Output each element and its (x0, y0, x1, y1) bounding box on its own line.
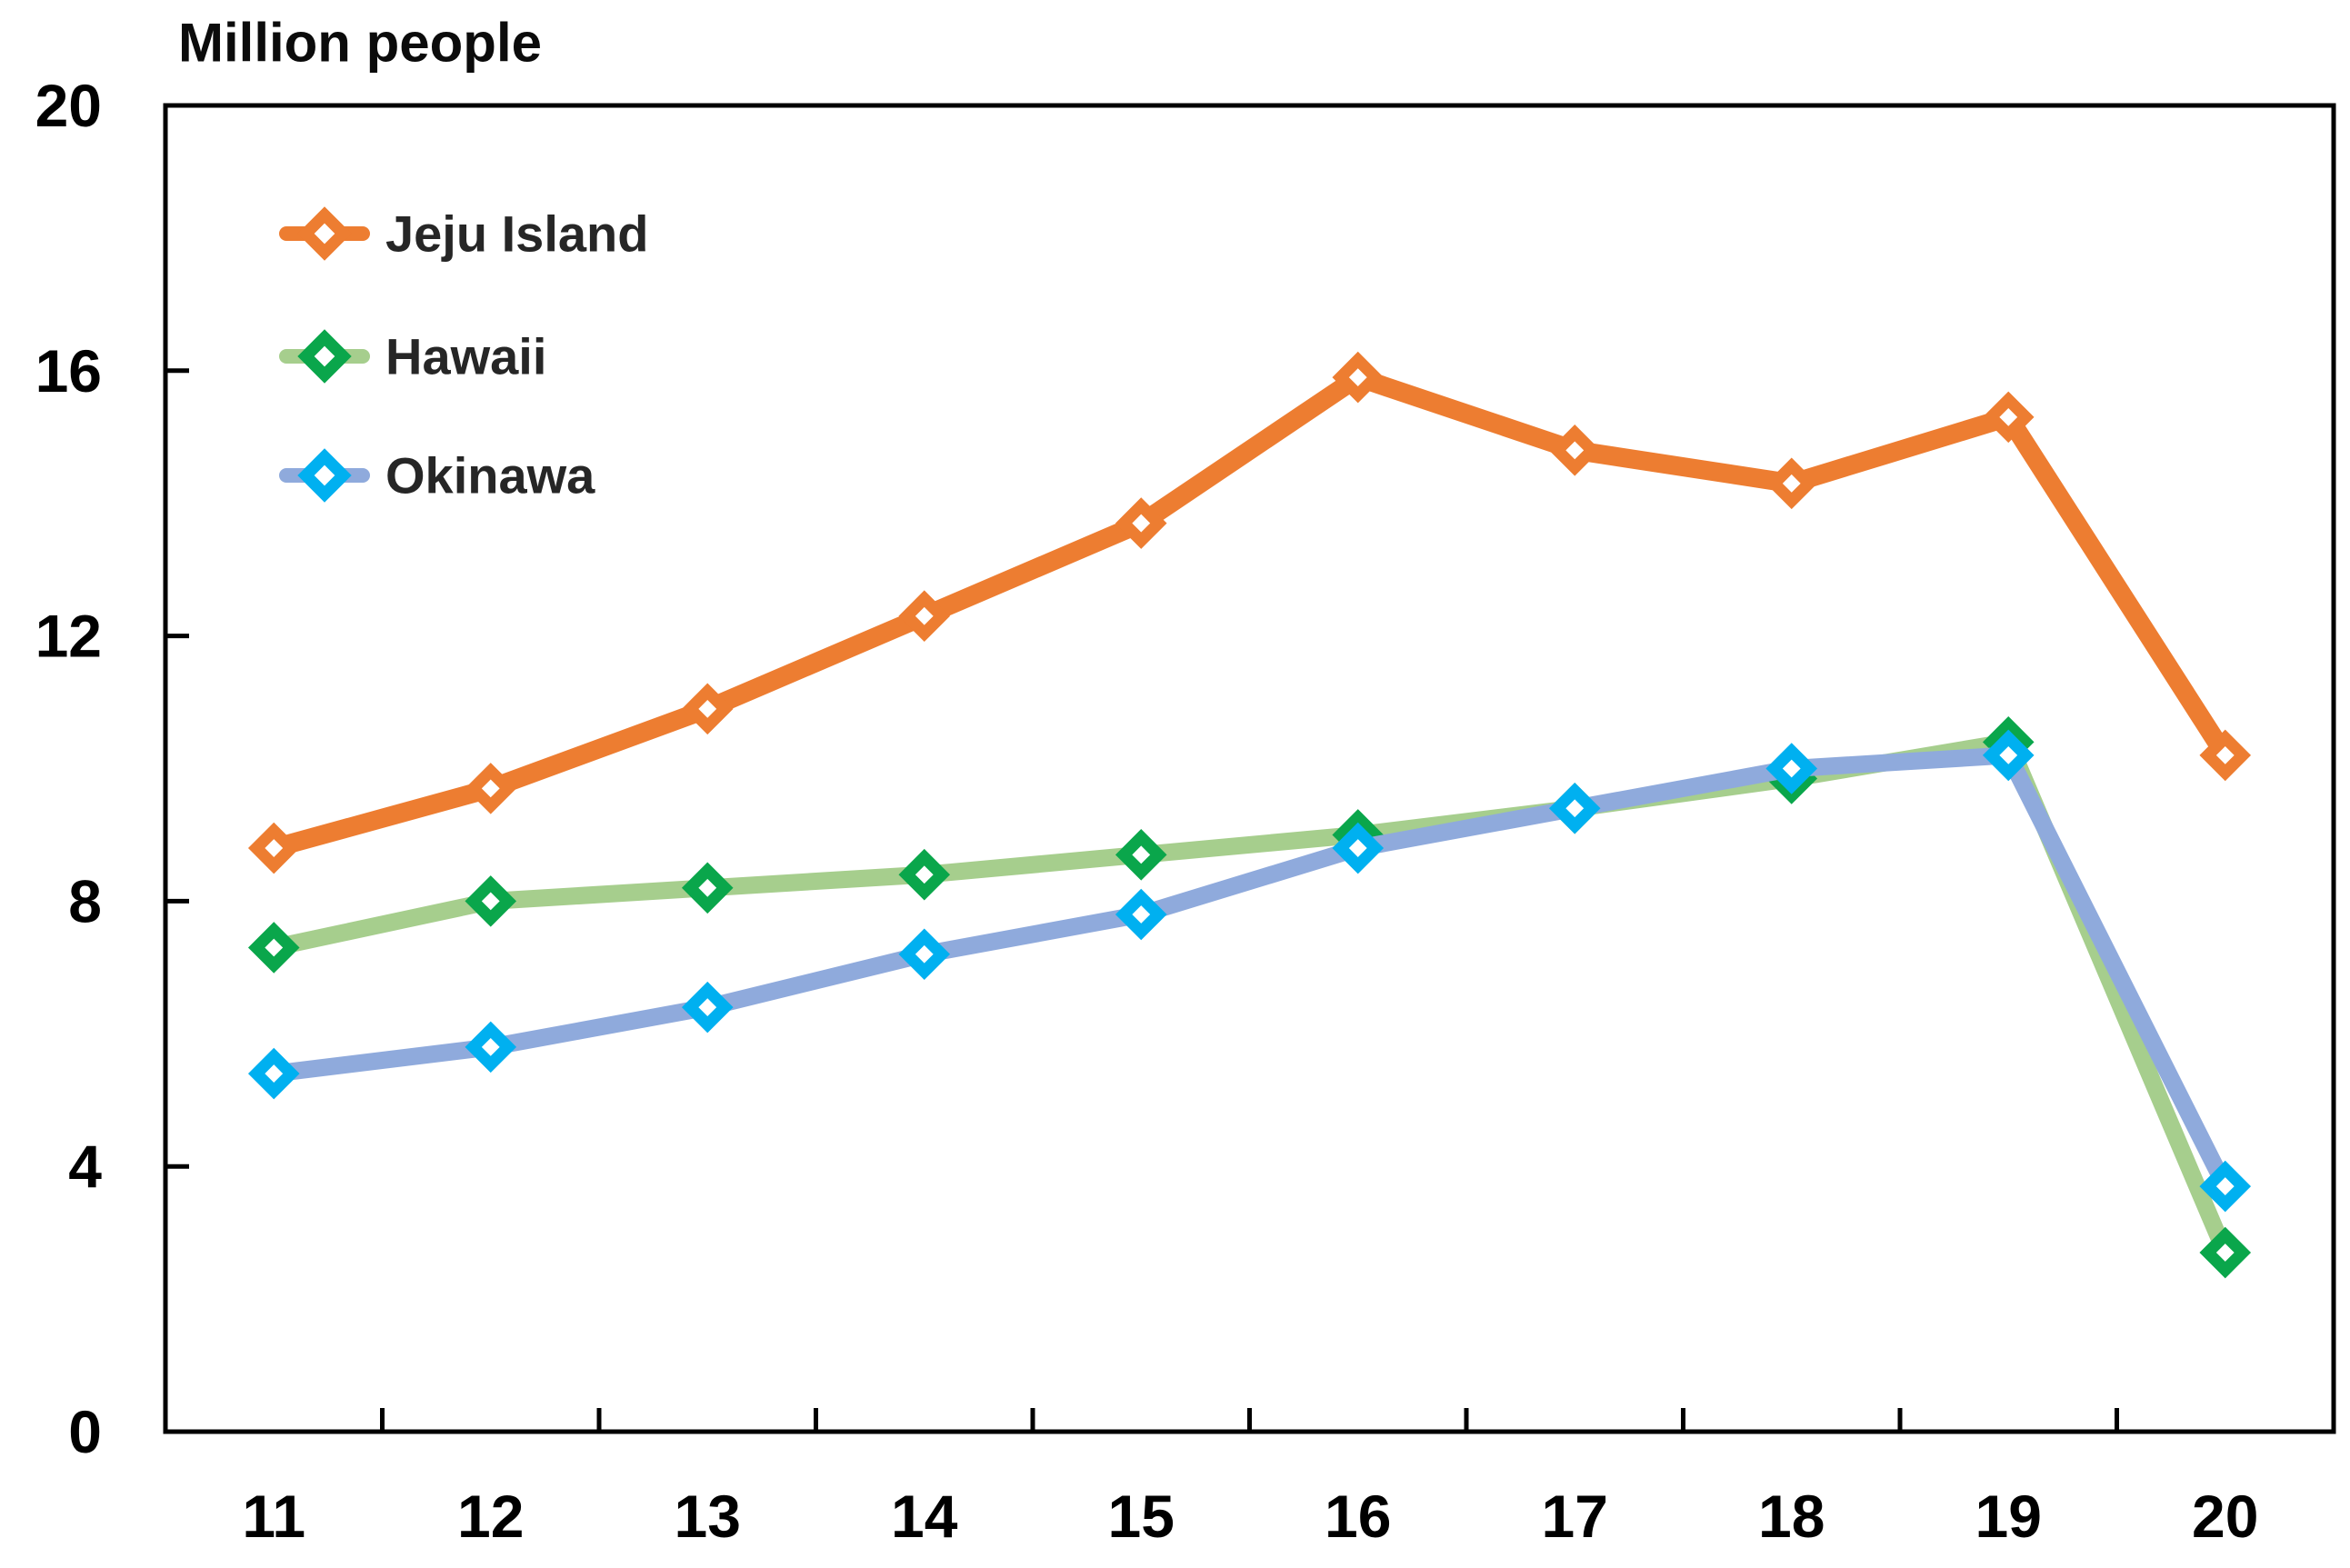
legend-key-marker-okinawa (297, 448, 352, 503)
series-marker-jeju-19 (1982, 391, 2035, 444)
legend-label-okinawa: Okinawa (385, 446, 595, 504)
x-axis-label: 20 (2192, 1483, 2258, 1550)
x-axis-label: 12 (457, 1483, 524, 1550)
series-marker-okinawa-12 (465, 1021, 517, 1074)
x-axis-label: 16 (1325, 1483, 1391, 1550)
series-marker-okinawa-19 (1982, 729, 2035, 782)
y-axis-label: 8 (68, 867, 102, 934)
series-marker-jeju-20 (2199, 729, 2252, 782)
y-axis-label: 20 (35, 72, 102, 139)
y-axis-label: 0 (68, 1398, 102, 1465)
x-axis-label: 13 (675, 1483, 741, 1550)
series-marker-okinawa-20 (2199, 1160, 2252, 1213)
series-marker-hawaii-11 (247, 922, 300, 974)
legend-label-jeju: Jeju Island (385, 205, 649, 263)
series-marker-okinawa-15 (1115, 888, 1167, 941)
x-axis-label: 14 (891, 1483, 958, 1550)
series-marker-okinawa-17 (1548, 782, 1601, 834)
series-marker-jeju-14 (898, 590, 951, 642)
series-marker-okinawa-13 (681, 981, 734, 1034)
y-axis-label: 4 (68, 1133, 102, 1200)
series-marker-jeju-17 (1548, 424, 1601, 476)
series-marker-jeju-18 (1765, 457, 1818, 510)
y-axis-label: 12 (35, 603, 102, 670)
series-marker-hawaii-12 (465, 875, 517, 927)
legend-label-hawaii: Hawaii (385, 327, 547, 385)
series-line-okinawa (265, 746, 2235, 1195)
series-marker-jeju-16 (1332, 351, 1385, 404)
series-marker-okinawa-18 (1765, 743, 1818, 794)
x-axis-label: 19 (1975, 1483, 2042, 1550)
series-line-hawaii (265, 733, 2235, 1262)
series-marker-jeju-12 (465, 763, 517, 814)
series-marker-jeju-13 (681, 683, 734, 735)
series-marker-okinawa-11 (247, 1047, 300, 1100)
series-marker-hawaii-13 (681, 862, 734, 914)
x-axis-label: 15 (1108, 1483, 1175, 1550)
x-axis-label: 18 (1758, 1483, 1825, 1550)
chart-title: Million people (178, 12, 542, 74)
series-marker-hawaii-14 (898, 848, 951, 901)
series-marker-jeju-15 (1115, 497, 1167, 549)
legend-key-marker-hawaii (297, 329, 352, 384)
y-axis-label: 16 (35, 337, 102, 404)
series-marker-okinawa-14 (898, 928, 951, 981)
series-line-jeju (264, 367, 2235, 858)
series-marker-jeju-11 (247, 822, 300, 874)
x-axis-label: 11 (242, 1483, 305, 1550)
series-marker-hawaii-20 (2199, 1226, 2252, 1279)
x-axis-label: 17 (1542, 1483, 1608, 1550)
legend-key-marker-jeju (297, 206, 352, 261)
series-marker-hawaii-15 (1115, 829, 1167, 881)
series-marker-okinawa-16 (1332, 822, 1385, 874)
